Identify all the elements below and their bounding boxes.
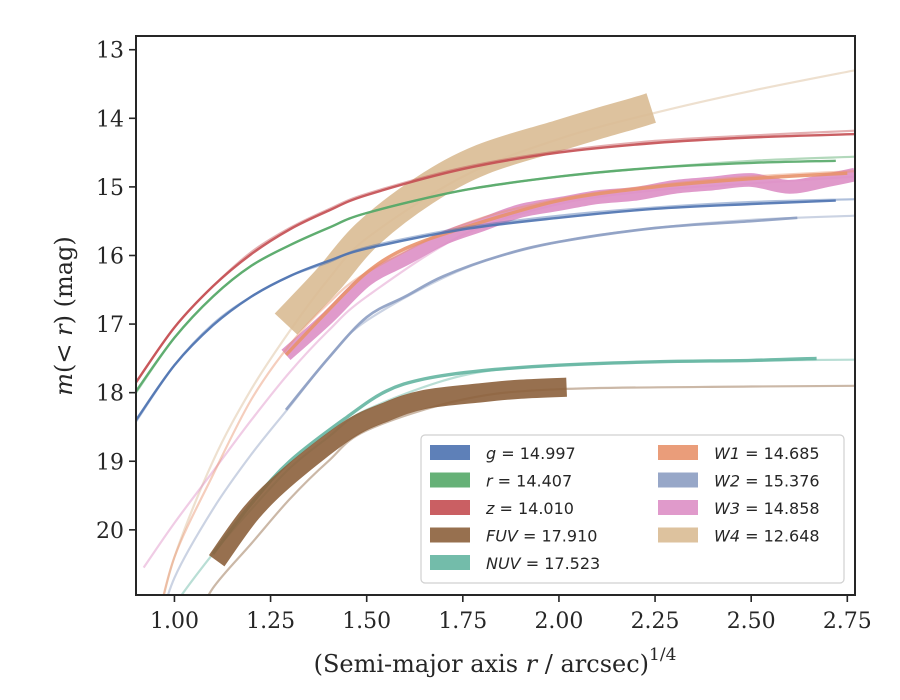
data-band-w1 bbox=[284, 171, 848, 357]
x-axis-title: (Semi-major axis r / arcsec)1/4 bbox=[314, 645, 677, 678]
legend-item-z: z = 14.010 bbox=[430, 499, 574, 518]
legend-item-g: g = 14.997 bbox=[430, 444, 576, 463]
legend-label: g = 14.997 bbox=[486, 444, 576, 463]
legend-swatch bbox=[658, 527, 698, 543]
legend-swatch bbox=[430, 472, 470, 488]
data-band-w3 bbox=[281, 167, 855, 361]
legend-label: W1 = 14.685 bbox=[714, 444, 820, 463]
y-tick-label: 20 bbox=[96, 519, 124, 544]
data-band-nuv bbox=[211, 356, 817, 555]
x-tick-label: 1.25 bbox=[246, 609, 295, 634]
legend-item-w3: W3 = 14.858 bbox=[658, 499, 820, 518]
y-tick-label: 19 bbox=[96, 450, 124, 475]
x-tick-label: 2.25 bbox=[631, 609, 680, 634]
x-tick-label: 2.00 bbox=[534, 609, 583, 634]
legend-label: W3 = 14.858 bbox=[714, 499, 820, 518]
legend-box bbox=[420, 434, 845, 584]
legend-item-nuv: NUV = 17.523 bbox=[430, 554, 600, 573]
legend-swatch bbox=[430, 527, 470, 543]
legend-item-w4: W4 = 12.648 bbox=[658, 527, 820, 546]
data-band-w2 bbox=[284, 216, 798, 411]
y-axis-title: m(< r) (mag) bbox=[50, 236, 78, 396]
data-band-fuv bbox=[208, 377, 567, 567]
legend-item-fuv: FUV = 17.910 bbox=[430, 527, 597, 546]
y-tick-label: 14 bbox=[96, 107, 124, 132]
legend-label: W4 = 12.648 bbox=[714, 527, 820, 546]
y-tick-label: 18 bbox=[96, 382, 124, 407]
legend-label: FUV = 17.910 bbox=[486, 527, 597, 546]
legend-item-w2: W2 = 15.376 bbox=[658, 472, 820, 491]
x-tick-label: 1.75 bbox=[438, 609, 487, 634]
data-band-w4 bbox=[274, 93, 656, 335]
data-band-g bbox=[136, 199, 836, 421]
legend: g = 14.997 r = 14.407 z = 14.010 FUV = 17.9… bbox=[420, 434, 845, 584]
legend-swatch bbox=[430, 500, 470, 515]
legend-swatch bbox=[430, 445, 470, 460]
model-line-fuv bbox=[207, 384, 855, 595]
y-tick-label: 16 bbox=[96, 244, 124, 269]
y-tick-label: 13 bbox=[96, 39, 124, 64]
axes-frame bbox=[135, 35, 856, 596]
data-band-z bbox=[136, 132, 855, 384]
legend-item-r: r = 14.407 bbox=[430, 472, 572, 491]
legend-label: r = 14.407 bbox=[486, 472, 572, 491]
plot-area bbox=[135, 35, 856, 596]
legend-item-w1: W1 = 14.685 bbox=[658, 444, 820, 463]
x-axis: 1.00 1.25 1.50 1.75 2.00 2.25 2.50 2.75 bbox=[150, 595, 872, 634]
curves bbox=[136, 69, 855, 595]
x-tick-label: 1.50 bbox=[342, 609, 391, 634]
legend-label: NUV = 17.523 bbox=[486, 554, 600, 573]
y-tick-label: 17 bbox=[96, 313, 124, 338]
legend-label: W2 = 15.376 bbox=[714, 472, 820, 491]
data-band-r bbox=[136, 159, 836, 393]
y-axis: 13 14 15 16 17 18 19 20 bbox=[96, 39, 136, 544]
x-tick-label: 1.00 bbox=[150, 609, 199, 634]
legend-swatch bbox=[430, 555, 470, 570]
legend-swatch bbox=[658, 500, 698, 515]
x-tick-label: 2.50 bbox=[727, 609, 776, 634]
x-tick-label: 2.75 bbox=[823, 609, 872, 634]
legend-swatch bbox=[658, 472, 698, 488]
legend-swatch bbox=[658, 445, 698, 460]
legend-label: z = 14.010 bbox=[485, 499, 574, 518]
y-tick-label: 15 bbox=[96, 176, 124, 201]
